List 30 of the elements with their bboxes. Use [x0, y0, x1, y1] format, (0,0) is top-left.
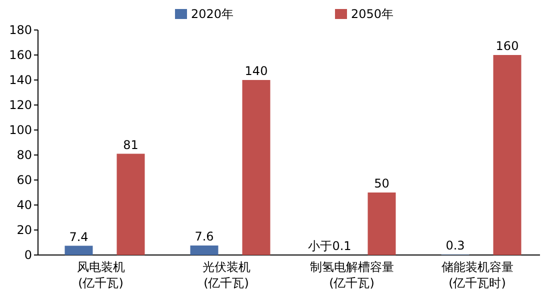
x-tick-label: 光伏装机 (亿千瓦) — [202, 260, 250, 290]
bar — [242, 80, 270, 255]
y-tick-label: 60 — [16, 173, 32, 187]
data-label: 0.3 — [446, 238, 465, 253]
data-label: 7.6 — [194, 230, 214, 244]
y-tick-label: 160 — [9, 48, 32, 62]
bar — [64, 246, 93, 255]
y-tick-label: 100 — [9, 123, 32, 137]
text: 小于0.1 — [308, 239, 352, 253]
bar — [190, 246, 218, 255]
y-tick-label: 180 — [9, 23, 32, 37]
bar — [493, 55, 522, 255]
data-label: 140 — [244, 64, 268, 78]
data-label: 7.4 — [69, 230, 88, 244]
legend-label: 2020年 — [191, 7, 234, 21]
x-tick-label: 储能装机容量 (亿千瓦时) — [441, 260, 514, 290]
bar — [116, 154, 145, 255]
data-label: 50 — [374, 176, 390, 190]
y-tick-label: 80 — [16, 148, 32, 162]
data-label: 81 — [123, 138, 138, 152]
y-tick-label: 40 — [16, 198, 32, 212]
data-label: 160 — [496, 39, 519, 53]
y-tick-label: 120 — [9, 98, 32, 112]
x-tick-label: 风电装机 (亿千瓦) — [76, 260, 125, 290]
legend-label: 2050年 — [351, 7, 394, 21]
y-tick-label: 20 — [16, 223, 32, 237]
y-tick-label: 140 — [9, 73, 32, 87]
x-tick-label: 制氢电解槽容量 (亿千瓦) — [310, 260, 394, 290]
bar — [368, 192, 396, 255]
y-tick-label: 0 — [24, 248, 32, 262]
